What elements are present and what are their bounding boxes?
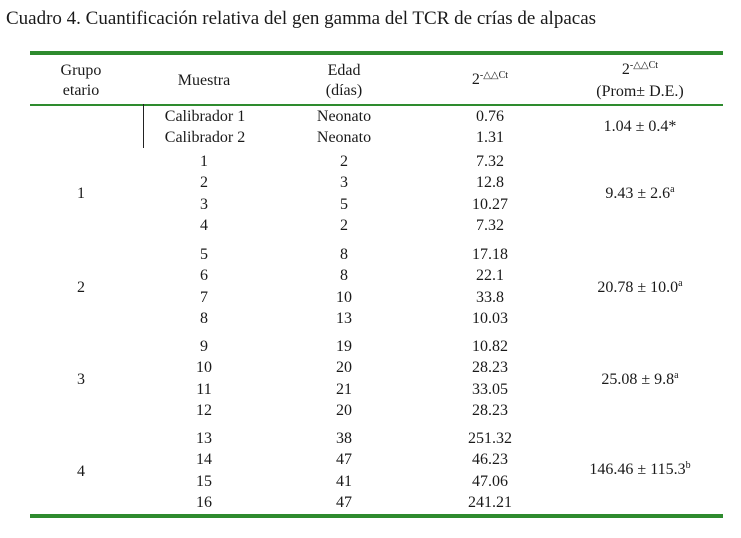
g4-edad-4: 47 [336,494,352,511]
g3-value-3: 33.05 [472,381,508,398]
g2-value-3: 33.8 [476,289,504,306]
g2-muestra-3: 7 [200,289,208,306]
header-prom-line1: 2-△△Ct [570,60,710,82]
calibrator-summary: 1.04 ± 0.4* [603,118,677,135]
g1-summary: 9.43 ± 2.6a [570,184,710,206]
g1-edad-4: 2 [340,217,348,234]
header-prom-base: 2 [621,61,630,78]
g3-muestra-4: 12 [196,402,212,419]
group-1-label: 1 [77,185,85,202]
g3-edad-1: 19 [336,338,352,355]
g4-summary-sup: b [685,460,691,471]
header-grupo: Grupo etario [40,61,122,101]
g3-muestra-1: 9 [200,338,208,355]
header-grupo-line1: Grupo [60,62,102,79]
calibrator-muestra-1: Calibrador 1 [164,108,246,125]
bottom-rule [30,514,723,518]
g1-value-2: 12.8 [476,174,504,191]
g4-summary: 146.46 ± 115.3b [570,460,710,482]
header-grupo-line2: etario [62,82,100,99]
g4-value-3: 47.06 [472,473,508,490]
g4-muestra-2: 14 [196,451,212,468]
g4-muestra-1: 13 [196,430,212,447]
calibrator-divider [143,104,144,148]
header-prom-exponent: -△△Ct [629,60,659,71]
g3-summary-text: 25.08 ± 9.8 [601,371,675,388]
table-caption: Cuadro 4. Cuantificación relativa del ge… [6,8,597,29]
g2-value-2: 22.1 [476,267,504,284]
calibrator-value-1: 0.76 [476,108,504,125]
g2-summary-text: 20.78 ± 10.0 [597,279,679,296]
g1-muestra-4: 4 [200,217,208,234]
g4-edad-3: 41 [336,473,352,490]
g2-edad-4: 13 [336,310,352,327]
g1-edad-3: 5 [340,196,348,213]
g1-edad-2: 3 [340,174,348,191]
g3-summary: 25.08 ± 9.8a [570,370,710,392]
top-rule [30,51,723,55]
g4-value-2: 46.23 [472,451,508,468]
g3-value-1: 10.82 [472,338,508,355]
g3-edad-3: 21 [336,381,352,398]
header-ddct: 2-△△Ct [440,70,540,92]
g2-muestra-2: 6 [200,267,208,284]
header-muestra: Muestra [177,72,231,89]
g3-value-4: 28.23 [472,402,508,419]
header-prom-line2: (Prom± D.E.) [596,83,684,100]
calibrator-value-2: 1.31 [476,129,504,146]
group-2-label: 2 [77,279,85,296]
g3-muestra-2: 10 [196,359,212,376]
g1-muestra-1: 1 [200,153,208,170]
g2-edad-3: 10 [336,289,352,306]
header-edad-line2: (días) [325,82,363,99]
g3-value-2: 28.23 [472,359,508,376]
calibrator-edad-2: Neonato [316,129,372,146]
header-ddct-exponent: -△△Ct [479,70,509,81]
g1-value-4: 7.32 [476,217,504,234]
group-4-label: 4 [77,463,85,480]
g3-muestra-3: 11 [196,381,212,398]
g4-edad-1: 38 [336,430,352,447]
g4-value-4: 241.21 [468,494,512,511]
g3-edad-4: 20 [336,402,352,419]
g2-muestra-1: 5 [200,246,208,263]
g2-summary: 20.78 ± 10.0a [570,278,710,300]
g4-muestra-3: 15 [196,473,212,490]
g1-edad-1: 2 [340,153,348,170]
g2-edad-2: 8 [340,267,348,284]
g2-value-4: 10.03 [472,310,508,327]
g4-summary-text: 146.46 ± 115.3 [589,461,686,478]
header-prom: 2-△△Ct (Prom± D.E.) [570,60,710,102]
g1-value-3: 10.27 [472,196,508,213]
group-3-label: 3 [77,371,85,388]
g3-summary-sup: a [674,370,679,381]
header-edad-line1: Edad [327,62,361,79]
g2-muestra-4: 8 [200,310,208,327]
header-ddct-base: 2 [471,71,480,88]
g4-edad-2: 47 [336,451,352,468]
g1-value-1: 7.32 [476,153,504,170]
g1-summary-text: 9.43 ± 2.6 [605,185,671,202]
g4-value-1: 251.32 [468,430,512,447]
header-edad: Edad (días) [294,61,394,101]
g4-muestra-4: 16 [196,494,212,511]
calibrator-edad-1: Neonato [316,108,372,125]
g1-muestra-2: 2 [200,174,208,191]
g1-muestra-3: 3 [200,196,208,213]
g1-summary-sup: a [670,184,675,195]
g2-value-1: 17.18 [472,246,508,263]
g3-edad-2: 20 [336,359,352,376]
calibrator-muestra-2: Calibrador 2 [164,129,246,146]
header-rule [30,104,723,106]
g2-summary-sup: a [678,278,683,289]
g2-edad-1: 8 [340,246,348,263]
